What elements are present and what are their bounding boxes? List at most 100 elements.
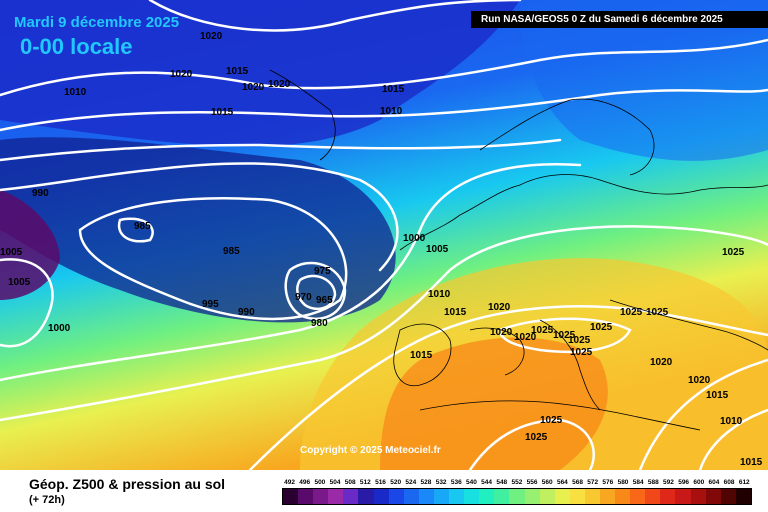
scale-swatch	[735, 489, 751, 504]
coastline	[269, 69, 336, 161]
scale-swatch	[720, 489, 736, 504]
pressure-label: 1015	[382, 84, 405, 95]
coastline	[539, 319, 601, 411]
scale-label: 592	[663, 479, 674, 486]
pressure-label: 1005	[8, 277, 31, 288]
pressure-label: 985	[134, 221, 151, 232]
scale-swatch	[554, 489, 570, 504]
scale-label: 544	[481, 479, 493, 486]
scale-label: 556	[526, 479, 538, 486]
scale-swatch	[539, 489, 555, 504]
scale-swatch	[479, 489, 495, 504]
model-run-info: Run NASA/GEOS5 0 Z du Samedi 6 décembre …	[471, 11, 768, 28]
scale-labels: 492 496 500 504 508 512 516 520 524 528 532 536 540 5…	[282, 479, 752, 486]
pressure-label: 1005	[426, 244, 449, 255]
scale-label: 576	[602, 479, 614, 486]
scale-swatch	[373, 489, 389, 504]
geopotential-low-north	[0, 0, 520, 147]
scale-swatch	[645, 489, 661, 504]
isobar	[498, 317, 632, 354]
pressure-label: 970	[295, 292, 312, 303]
pressure-label: 1025	[590, 322, 613, 333]
scale-swatch	[569, 489, 585, 504]
scale-swatch	[599, 489, 616, 504]
scale-label: 528	[420, 479, 432, 486]
pressure-label: 1015	[740, 457, 763, 468]
scale-label: 504	[329, 479, 341, 486]
pressure-label: 1020	[490, 327, 513, 338]
color-scale: 492 496 500 504 508 512 516 520 524 528 532 536 540 5…	[282, 479, 752, 509]
scale-swatch	[343, 489, 359, 504]
pressure-label: 1010	[428, 289, 451, 300]
pressure-label: 1025	[531, 325, 554, 336]
scale-label: 580	[617, 479, 629, 486]
forecast-time: 0-00 locale	[20, 34, 133, 59]
scale-swatch	[449, 489, 465, 504]
scale-swatch	[630, 489, 646, 504]
isobar	[296, 274, 337, 311]
forecast-date: Mardi 9 décembre 2025	[14, 14, 180, 31]
isobar	[0, 88, 768, 132]
isobar	[78, 197, 348, 321]
pressure-map: 1020 1015 1020 1020 1010 1015 1010 1015 …	[0, 0, 768, 470]
scale-swatch	[298, 489, 314, 504]
pressure-label: 1005	[0, 247, 23, 258]
scale-swatch	[418, 489, 434, 504]
pressure-label: 1025	[722, 247, 745, 258]
pressure-label: 1025	[568, 335, 591, 346]
coastlines	[269, 69, 768, 431]
pressure-label: 985	[223, 246, 240, 257]
pressure-label: 1010	[380, 106, 403, 117]
scale-label: 500	[314, 479, 326, 486]
pressure-label: 1015	[706, 390, 729, 401]
scale-label: 532	[435, 479, 447, 486]
isobar	[0, 138, 562, 162]
pressure-label: 1010	[64, 87, 87, 98]
pressure-labels: 1020 1015 1020 1020 1010 1015 1010 1015 …	[0, 31, 763, 468]
geopotential-high	[380, 337, 608, 470]
copyright-notice: Copyright © 2025 Meteociel.fr	[300, 445, 441, 456]
coastline	[399, 174, 768, 251]
scale-label: 588	[647, 479, 659, 486]
isobar	[117, 217, 154, 243]
isobar	[284, 261, 347, 321]
isobar	[148, 0, 522, 32]
isobar	[248, 305, 768, 470]
scale-label: 560	[541, 479, 553, 486]
scale-label: 608	[723, 479, 735, 486]
isobar	[0, 38, 768, 97]
coastline	[469, 327, 525, 376]
pressure-label: 1025	[620, 307, 643, 318]
scale-label: 564	[556, 479, 568, 486]
scale-label: 516	[375, 479, 386, 486]
scale-swatch	[524, 489, 540, 504]
isobar	[0, 162, 399, 272]
pressure-label: 980	[311, 318, 328, 329]
coastline	[393, 323, 452, 387]
pressure-label: 1015	[211, 107, 234, 118]
scale-swatch	[328, 489, 344, 504]
scale-swatch	[313, 489, 329, 504]
isobar	[638, 358, 768, 470]
scale-swatch	[690, 489, 706, 504]
scale-swatch	[403, 489, 419, 504]
scale-label: 600	[693, 479, 705, 486]
scale-label: 596	[678, 479, 690, 486]
pressure-label: 1015	[410, 350, 433, 361]
isobar	[468, 418, 595, 470]
scale-label: 552	[511, 479, 523, 486]
pressure-label: 965	[316, 295, 333, 306]
scale-swatch	[675, 489, 691, 504]
pressure-label: 1020	[688, 375, 711, 386]
scale-label: 496	[299, 479, 311, 486]
pressure-label: 1020	[650, 357, 673, 368]
scale-label: 568	[572, 479, 583, 486]
pressure-label: 975	[314, 266, 331, 277]
scale-label: 612	[738, 479, 750, 486]
pressure-label: 1020	[268, 79, 291, 90]
pressure-label: 1025	[570, 347, 593, 358]
scale-swatch	[283, 489, 299, 504]
pressure-label: 1025	[525, 432, 548, 443]
pressure-label: 1025	[553, 330, 576, 341]
